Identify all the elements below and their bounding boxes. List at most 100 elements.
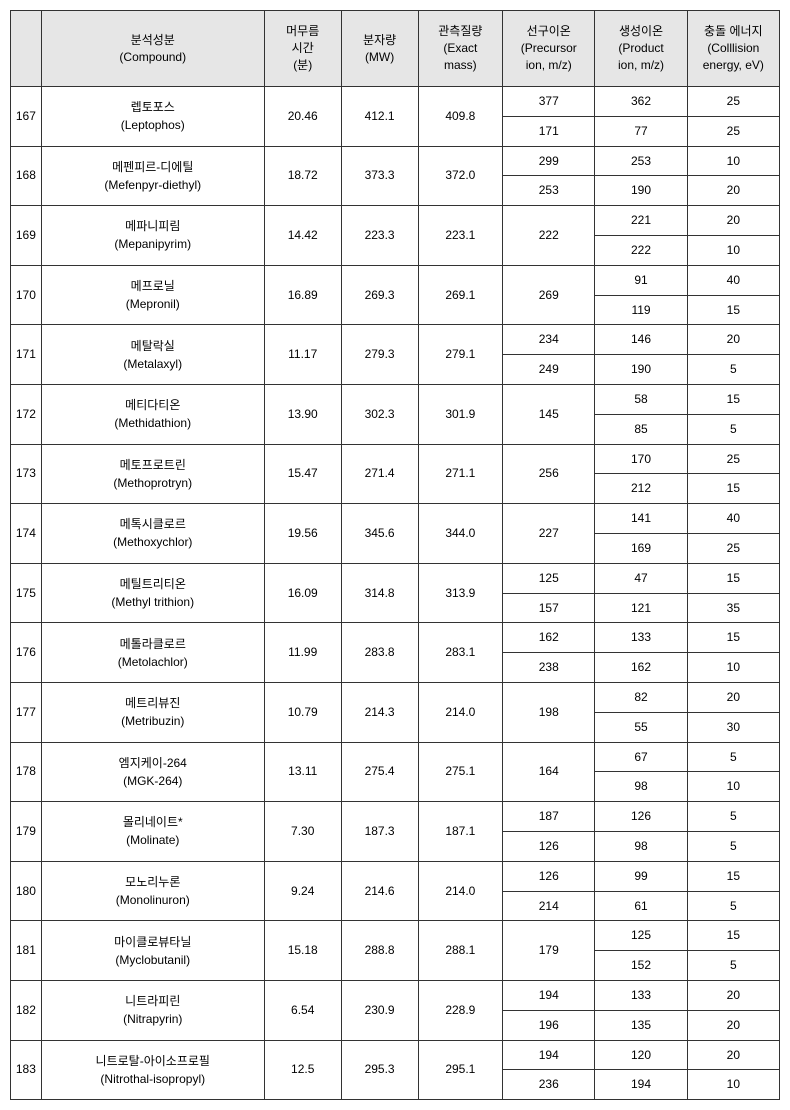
cell-product: 91 (595, 265, 687, 295)
cell-product: 169 (595, 533, 687, 563)
cell-product: 67 (595, 742, 687, 772)
cell-product: 47 (595, 563, 687, 593)
cell-rt: 7.30 (264, 802, 341, 862)
cell-mw: 295.3 (341, 1040, 418, 1100)
header-energy: 충돌 에너지(Colllisionenergy, eV) (687, 11, 779, 87)
header-mw: 분자량(MW) (341, 11, 418, 87)
cell-compound: 메펜피르-디에틸(Mefenpyr-diethyl) (41, 146, 264, 206)
cell-num: 180 (11, 861, 42, 921)
cell-precursor: 377 (503, 87, 595, 117)
cell-product: 212 (595, 474, 687, 504)
cell-product: 190 (595, 355, 687, 385)
cell-num: 172 (11, 384, 42, 444)
cell-mass: 228.9 (418, 980, 503, 1040)
cell-mw: 279.3 (341, 325, 418, 385)
cell-precursor: 125 (503, 563, 595, 593)
cell-compound: 메프로닐(Mepronil) (41, 265, 264, 325)
cell-mw: 275.4 (341, 742, 418, 802)
cell-energy: 15 (687, 861, 779, 891)
cell-rt: 19.56 (264, 504, 341, 564)
cell-energy: 20 (687, 682, 779, 712)
table-row: 171메탈락실(Metalaxyl)11.17279.3279.12341462… (11, 325, 780, 355)
cell-energy: 20 (687, 980, 779, 1010)
cell-product: 170 (595, 444, 687, 474)
cell-mw: 271.4 (341, 444, 418, 504)
cell-mass: 271.1 (418, 444, 503, 504)
cell-energy: 10 (687, 653, 779, 683)
table-row: 168메펜피르-디에틸(Mefenpyr-diethyl)18.72373.33… (11, 146, 780, 176)
cell-mass: 269.1 (418, 265, 503, 325)
cell-mass: 295.1 (418, 1040, 503, 1100)
cell-precursor: 126 (503, 861, 595, 891)
cell-product: 55 (595, 712, 687, 742)
cell-compound: 메톡시클로르(Methoxychlor) (41, 504, 264, 564)
cell-precursor: 162 (503, 623, 595, 653)
cell-rt: 13.11 (264, 742, 341, 802)
cell-num: 179 (11, 802, 42, 862)
cell-compound: 렙토포스(Leptophos) (41, 87, 264, 147)
cell-compound: 모노리누론(Monolinuron) (41, 861, 264, 921)
cell-mass: 187.1 (418, 802, 503, 862)
cell-energy: 5 (687, 355, 779, 385)
header-num (11, 11, 42, 87)
cell-product: 61 (595, 891, 687, 921)
cell-precursor: 179 (503, 921, 595, 981)
cell-energy: 10 (687, 1070, 779, 1100)
cell-product: 98 (595, 772, 687, 802)
cell-rt: 16.09 (264, 563, 341, 623)
cell-energy: 20 (687, 206, 779, 236)
cell-rt: 13.90 (264, 384, 341, 444)
cell-rt: 16.89 (264, 265, 341, 325)
cell-precursor: 196 (503, 1010, 595, 1040)
cell-energy: 20 (687, 1040, 779, 1070)
table-row: 180모노리누론(Monolinuron)9.24214.6214.012699… (11, 861, 780, 891)
cell-mw: 302.3 (341, 384, 418, 444)
cell-product: 135 (595, 1010, 687, 1040)
cell-num: 167 (11, 87, 42, 147)
cell-energy: 5 (687, 802, 779, 832)
cell-energy: 40 (687, 265, 779, 295)
table-header: 분석성분(Compound) 머무름시간(분) 분자량(MW) 관측질량(Exa… (11, 11, 780, 87)
cell-num: 177 (11, 682, 42, 742)
cell-num: 183 (11, 1040, 42, 1100)
cell-energy: 15 (687, 921, 779, 951)
cell-num: 178 (11, 742, 42, 802)
cell-energy: 5 (687, 831, 779, 861)
cell-num: 176 (11, 623, 42, 683)
cell-compound: 메토프로트린(Methoprotryn) (41, 444, 264, 504)
cell-precursor: 198 (503, 682, 595, 742)
table-row: 178엠지케이-264(MGK-264)13.11275.4275.116467… (11, 742, 780, 772)
table-row: 179몰리네이트*(Molinate)7.30187.3187.11871265 (11, 802, 780, 832)
header-mass: 관측질량(Exactmass) (418, 11, 503, 87)
cell-rt: 20.46 (264, 87, 341, 147)
cell-product: 121 (595, 593, 687, 623)
cell-mass: 279.1 (418, 325, 503, 385)
cell-product: 119 (595, 295, 687, 325)
cell-energy: 25 (687, 87, 779, 117)
cell-precursor: 236 (503, 1070, 595, 1100)
cell-rt: 18.72 (264, 146, 341, 206)
cell-energy: 10 (687, 772, 779, 802)
cell-precursor: 164 (503, 742, 595, 802)
cell-rt: 15.18 (264, 921, 341, 981)
cell-num: 169 (11, 206, 42, 266)
cell-energy: 30 (687, 712, 779, 742)
cell-rt: 6.54 (264, 980, 341, 1040)
cell-mass: 344.0 (418, 504, 503, 564)
cell-compound: 메트리뷰진(Metribuzin) (41, 682, 264, 742)
cell-precursor: 194 (503, 1040, 595, 1070)
cell-mass: 214.0 (418, 861, 503, 921)
cell-mw: 373.3 (341, 146, 418, 206)
cell-mw: 214.3 (341, 682, 418, 742)
cell-product: 141 (595, 504, 687, 534)
cell-precursor: 256 (503, 444, 595, 504)
cell-product: 133 (595, 980, 687, 1010)
table-row: 175메틸트리티온(Methyl trithion)16.09314.8313.… (11, 563, 780, 593)
cell-mass: 409.8 (418, 87, 503, 147)
cell-num: 182 (11, 980, 42, 1040)
cell-product: 125 (595, 921, 687, 951)
table-row: 177메트리뷰진(Metribuzin)10.79214.3214.019882… (11, 682, 780, 712)
table-row: 182니트라피린(Nitrapyrin)6.54230.9228.9194133… (11, 980, 780, 1010)
cell-precursor: 269 (503, 265, 595, 325)
table-row: 169메파니피림(Mepanipyrim)14.42223.3223.12222… (11, 206, 780, 236)
